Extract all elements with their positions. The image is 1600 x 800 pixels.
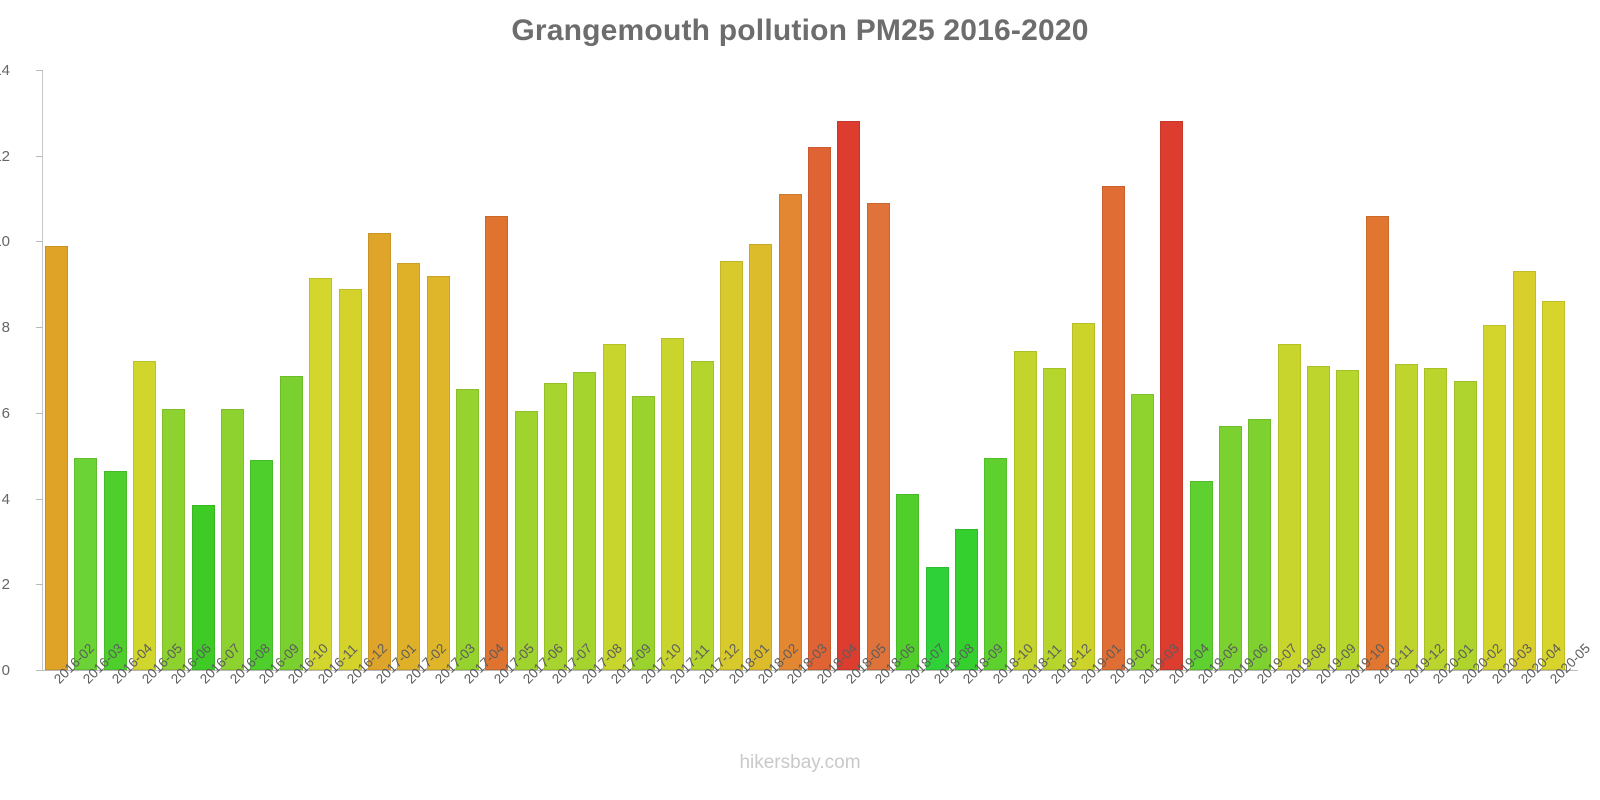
y-tick-mark <box>36 327 43 329</box>
bar[interactable] <box>778 194 802 670</box>
y-tick-mark <box>36 70 43 71</box>
bar[interactable] <box>1453 380 1477 670</box>
bar[interactable] <box>338 288 362 670</box>
bar[interactable] <box>866 202 890 670</box>
bar[interactable] <box>954 528 978 670</box>
bar[interactable] <box>720 260 744 670</box>
y-tick-mark <box>36 498 43 500</box>
bar[interactable] <box>1042 367 1066 670</box>
bar[interactable] <box>309 277 333 670</box>
y-tick-label: 12 <box>0 147 10 165</box>
bar[interactable] <box>1336 370 1360 670</box>
bar[interactable] <box>749 243 773 670</box>
bar[interactable] <box>1512 271 1536 670</box>
y-tick-mark <box>36 412 43 414</box>
y-axis-line <box>42 70 43 670</box>
bar[interactable] <box>485 215 509 670</box>
x-axis-line <box>42 670 1578 671</box>
bar[interactable] <box>397 262 421 670</box>
bar[interactable] <box>1395 363 1419 670</box>
bar[interactable] <box>1072 322 1096 670</box>
bar[interactable] <box>191 505 215 670</box>
y-tick-label: 8 <box>1 319 10 337</box>
bar[interactable] <box>1101 185 1125 670</box>
y-tick-label: 0 <box>1 662 10 679</box>
bar[interactable] <box>221 408 245 670</box>
bar[interactable] <box>1130 393 1154 670</box>
bar[interactable] <box>925 567 949 670</box>
y-tick-mark <box>36 241 43 243</box>
bar[interactable] <box>1013 350 1037 670</box>
bar[interactable] <box>279 376 303 670</box>
y-tick-label: 10 <box>0 233 10 251</box>
y-tick-mark <box>36 670 43 671</box>
bar[interactable] <box>133 361 157 670</box>
bar[interactable] <box>808 147 832 670</box>
bar[interactable] <box>1365 215 1389 670</box>
bar[interactable] <box>984 457 1008 670</box>
bar[interactable] <box>1219 425 1242 670</box>
bar[interactable] <box>455 389 479 670</box>
bar[interactable] <box>837 121 861 670</box>
bar[interactable] <box>367 232 391 670</box>
bar[interactable] <box>1307 365 1331 670</box>
bar[interactable] <box>896 494 920 670</box>
bar[interactable] <box>162 408 186 670</box>
bar[interactable] <box>690 361 714 670</box>
y-tick-mark <box>36 584 43 586</box>
y-tick-label: 6 <box>1 404 10 422</box>
page-title: Grangemouth pollution PM25 2016-2020 <box>511 14 1089 47</box>
bar[interactable] <box>1424 367 1448 670</box>
bar[interactable] <box>632 395 655 670</box>
bar[interactable] <box>543 382 567 670</box>
y-tick-label: 14 <box>0 62 10 79</box>
bar[interactable] <box>661 337 685 670</box>
bar[interactable] <box>1277 344 1301 670</box>
bar[interactable] <box>426 275 450 670</box>
bar[interactable] <box>1541 301 1565 670</box>
bar[interactable] <box>1160 121 1184 670</box>
y-tick-label: 4 <box>1 490 10 508</box>
bar[interactable] <box>514 410 538 670</box>
bar[interactable] <box>1483 325 1507 670</box>
plot-area <box>42 70 1578 670</box>
bar[interactable] <box>1189 481 1213 670</box>
bar[interactable] <box>74 457 98 670</box>
bar[interactable] <box>1248 419 1272 670</box>
watermark-label: hikersbay.com <box>739 752 861 773</box>
bar[interactable] <box>103 470 127 670</box>
bar[interactable] <box>250 460 274 670</box>
y-tick-label: 2 <box>1 576 10 594</box>
bar[interactable] <box>573 372 597 670</box>
y-tick-mark <box>36 155 43 157</box>
bar[interactable] <box>602 344 626 670</box>
bar[interactable] <box>45 245 68 670</box>
